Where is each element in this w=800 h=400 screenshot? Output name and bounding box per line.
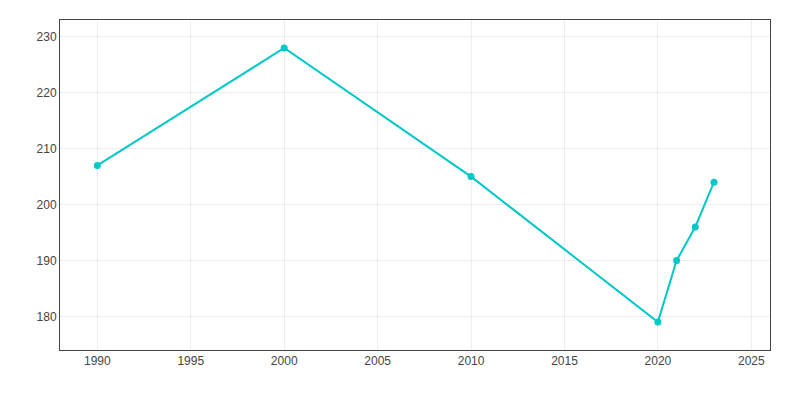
svg-text:190: 190 (37, 254, 57, 268)
svg-text:1995: 1995 (177, 354, 204, 368)
svg-text:2025: 2025 (738, 354, 765, 368)
svg-text:180: 180 (37, 310, 57, 324)
svg-text:2010: 2010 (458, 354, 485, 368)
svg-text:2020: 2020 (645, 354, 672, 368)
svg-text:2000: 2000 (271, 354, 298, 368)
svg-text:210: 210 (37, 142, 57, 156)
svg-text:2015: 2015 (551, 354, 578, 368)
svg-text:2005: 2005 (364, 354, 391, 368)
svg-text:1990: 1990 (84, 354, 111, 368)
svg-text:200: 200 (37, 198, 57, 212)
svg-text:220: 220 (37, 86, 57, 100)
svg-text:230: 230 (37, 30, 57, 44)
